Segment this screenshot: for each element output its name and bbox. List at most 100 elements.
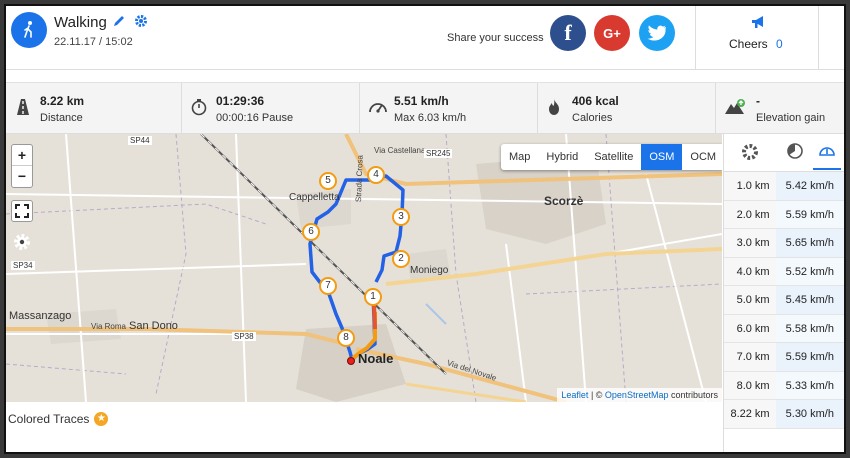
twitter-button[interactable] [639,15,675,51]
split-speed: 5.59 km/h [775,200,844,228]
splits-panel: 1.0 km 5.42 km/h 2.0 km 5.59 km/h 3.0 km 5.65… [723,134,844,452]
speedometer-icon [369,103,387,113]
split-distance: 5.0 km [724,286,776,314]
split-row: 3.0 km 5.65 km/h [724,229,844,258]
split-row: 4.0 km 5.52 km/h [724,257,844,286]
activity-datetime: 22.11.17 / 15:02 [54,36,133,48]
stat-speed: 5.51 km/h Max 6.03 km/h [360,83,538,135]
pace-tab[interactable] [786,142,804,165]
split-row: 8.22 km 5.30 km/h [724,400,844,429]
speed-value: 5.51 km/h [394,94,449,108]
layer-satellite-button[interactable]: Satellite [594,151,634,163]
pencil-icon[interactable] [112,14,126,33]
google-plus-button[interactable]: G+ [594,15,630,51]
zoom-out-button[interactable]: − [17,168,27,184]
duration-value: 01:29:36 [216,94,265,108]
layer-hybrid-button[interactable]: Hybrid [546,151,579,163]
facebook-icon: f [564,20,572,45]
track-marker-4[interactable]: 4 [367,166,385,184]
gear-icon[interactable] [134,14,148,33]
layer-map-button[interactable]: Map [509,151,531,163]
track-marker-3[interactable]: 3 [392,208,410,226]
stats-bar: 8.22 km Distance 01:29:36 00:00:16 Pause… [6,82,844,135]
zoom-control: + − [11,144,33,188]
layer-ocm-button[interactable]: OCM [690,151,717,163]
track-marker-7[interactable]: 7 [319,277,337,295]
max-speed-label: Max 6.03 km/h [394,112,467,124]
activity-header: Walking 22.11.17 / 15:02 Share your succ… [6,6,844,70]
split-distance: 4.0 km [724,257,776,285]
speed-tab[interactable] [813,142,841,170]
split-row: 5.0 km 5.45 km/h [724,286,844,315]
track-marker-6[interactable]: 6 [302,223,320,241]
colored-traces-label: Colored Traces [8,412,90,426]
track-marker-2[interactable]: 2 [392,250,410,268]
split-distance: 8.22 km [724,400,776,428]
attribution-suffix: contributors [668,390,718,400]
cheers-count[interactable]: 0 [776,37,783,51]
road-label-via-castellana: Via Castellana [374,146,426,155]
track-marker-1[interactable]: 1 [364,288,382,306]
road-label-sp44: SP44 [128,136,152,145]
road-icon [17,99,29,115]
road-label-strada-crosa: Strada Crosa [354,154,365,203]
split-speed: 5.30 km/h [775,400,844,428]
mountain-up-icon [725,99,745,114]
cheers-panel[interactable]: Cheers 0 [695,6,819,70]
cheers-label: Cheers [729,37,768,51]
road-label-via-roma: Via Roma [91,322,126,331]
stat-duration: 01:29:36 00:00:16 Pause [182,83,360,135]
distance-value: 8.22 km [40,94,85,108]
colored-traces-section[interactable]: Colored Traces ★ [8,412,109,426]
pie-timer-icon [787,143,803,159]
place-label-scorze: Scorzè [544,194,584,208]
split-row: 2.0 km 5.59 km/h [724,200,844,229]
layer-osm-button[interactable]: OSM [641,144,683,170]
split-speed: 5.58 km/h [775,314,844,342]
facebook-button[interactable]: f [550,15,586,51]
track-marker-5[interactable]: 5 [319,172,337,190]
track-marker-8[interactable]: 8 [337,329,355,347]
activity-title: Walking [54,14,107,31]
walking-icon [11,12,47,48]
road-label-sr245: SR245 [424,149,453,158]
map-attribution: Leaflet | © OpenStreetMap contributors [557,388,722,402]
share-label: Share your success [447,32,544,44]
route-map[interactable]: Cappelletta Scorzè Moniego Noale Massanz… [6,134,722,402]
split-speed: 5.45 km/h [775,286,844,314]
split-distance: 2.0 km [724,200,776,228]
megaphone-icon [752,16,763,28]
openstreetmap-link[interactable]: OpenStreetMap [604,390,669,400]
title-tools [112,14,148,33]
layer-switcher: Map Hybrid Satellite OSM OCM [501,144,722,170]
gear-icon [14,234,30,250]
map-canvas[interactable] [6,134,722,402]
split-distance: 6.0 km [724,314,776,342]
split-speed: 5.52 km/h [775,257,844,285]
twitter-bird-icon [647,25,666,41]
fullscreen-button[interactable] [11,200,33,222]
split-distance: 1.0 km [724,172,776,200]
speedometer-icon [819,147,835,156]
fullscreen-icon [15,204,29,218]
split-row: 6.0 km 5.58 km/h [724,314,844,343]
split-speed: 5.42 km/h [775,172,844,200]
splits-list: 1.0 km 5.42 km/h 2.0 km 5.59 km/h 3.0 km 5.65… [724,172,844,429]
place-label-moniego: Moniego [410,265,449,276]
split-distance: 7.0 km [724,343,776,371]
attribution-separator: | © [588,390,605,400]
map-settings-button[interactable] [11,232,33,254]
place-label-massanzago: Massanzago [9,310,72,322]
split-row: 1.0 km 5.42 km/h [724,172,844,201]
place-label-cappelletta: Cappelletta [289,192,340,203]
leaflet-link[interactable]: Leaflet [561,390,589,400]
road-label-sp34: SP34 [11,261,35,270]
split-speed: 5.65 km/h [775,229,844,257]
split-speed: 5.33 km/h [775,371,844,399]
settings-tab[interactable] [740,142,760,167]
star-icon: ★ [94,412,109,426]
google-plus-icon: G+ [603,25,621,41]
elevation-value: - [756,94,760,108]
zoom-in-button[interactable]: + [12,145,32,166]
split-speed: 5.59 km/h [775,343,844,371]
